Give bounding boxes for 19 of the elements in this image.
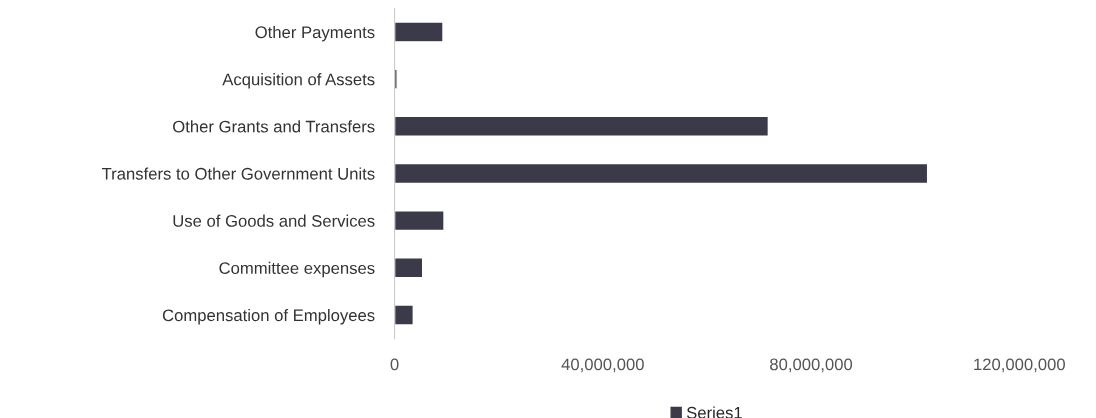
y-tick-label: Other Grants and Transfers bbox=[173, 120, 375, 133]
y-tick-label: Compensation of Employees bbox=[162, 308, 375, 325]
bar bbox=[394, 162, 929, 185]
y-tick-label: Transfers to Other Government Units bbox=[101, 167, 375, 180]
legend-label: Series1 bbox=[686, 406, 742, 418]
x-tick-label: 40,000,000 bbox=[561, 358, 644, 373]
y-tick-label: Use of Goods and Services bbox=[173, 214, 375, 227]
x-tick-label: 120,000,000 bbox=[974, 358, 1065, 373]
y-tick-label: Acquisition of Assets bbox=[222, 73, 375, 89]
y-tick-label: Committee expenses bbox=[219, 261, 375, 278]
bar bbox=[394, 21, 444, 43]
bar bbox=[394, 304, 414, 326]
bar bbox=[394, 68, 398, 90]
y-tick-label: Other Payments bbox=[255, 25, 375, 42]
bar bbox=[394, 115, 770, 137]
x-tick-label: 0 bbox=[390, 358, 399, 371]
bar bbox=[394, 210, 445, 232]
bar bbox=[394, 257, 424, 279]
x-tick-label: 80,000,000 bbox=[770, 358, 853, 373]
